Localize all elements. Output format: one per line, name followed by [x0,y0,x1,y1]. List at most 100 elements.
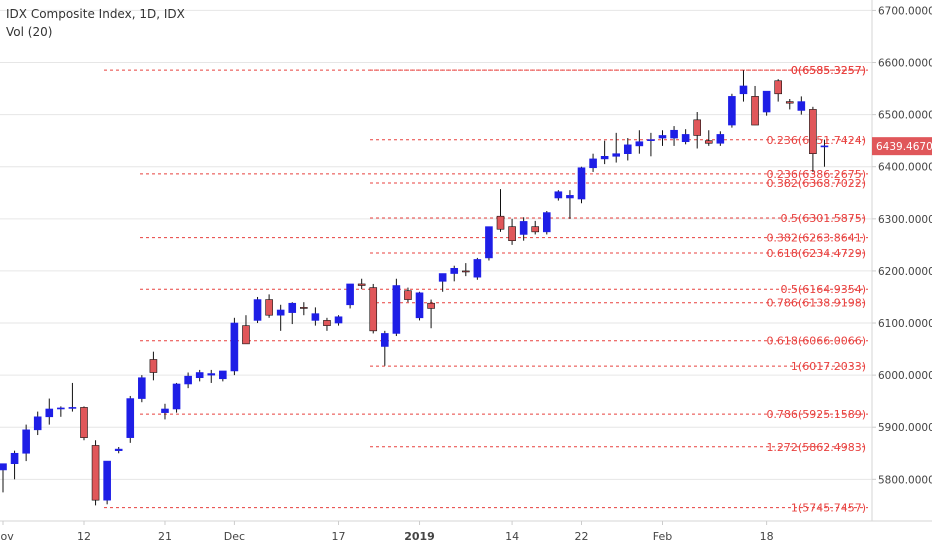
candle[interactable] [670,126,678,146]
candle[interactable] [450,265,459,282]
volume-label: Vol (20) [6,25,52,39]
y-tick-label: 6600.0000 [878,58,932,70]
candle[interactable] [600,140,609,165]
y-tick-label: 6200.0000 [878,266,932,278]
candle[interactable] [346,283,354,309]
candle[interactable] [461,263,470,277]
candle[interactable] [265,294,273,318]
candle[interactable] [172,382,181,413]
candle[interactable] [242,315,250,345]
candle[interactable] [704,130,713,146]
last-price-label: 6439.4670 [876,141,932,153]
candle-body [392,285,401,334]
candle[interactable] [438,273,447,292]
candle[interactable] [68,382,77,412]
candle[interactable] [542,211,551,235]
fib-label: 0.786(5925.1589) [766,408,866,421]
candle[interactable] [508,218,516,245]
candle-body [612,153,621,157]
candle[interactable] [149,351,158,381]
candle[interactable] [33,411,42,436]
candle[interactable] [184,372,192,389]
candle[interactable] [577,166,586,204]
candle[interactable] [415,291,424,321]
candle[interactable] [519,217,528,241]
candle[interactable] [10,450,19,480]
candle[interactable] [103,460,111,505]
candle[interactable] [392,278,401,337]
candle[interactable] [195,369,204,382]
candle-body [161,408,169,413]
candle[interactable] [138,375,146,403]
candle[interactable] [91,440,100,506]
candle[interactable] [531,220,540,235]
candle[interactable] [797,96,806,115]
candle-body [45,408,54,418]
candle-body [704,140,713,144]
candle[interactable] [80,406,88,441]
candle[interactable] [427,299,435,329]
candle[interactable] [276,304,285,331]
candle[interactable] [230,317,239,376]
candle[interactable] [114,447,123,454]
candle[interactable] [693,112,702,149]
candle[interactable] [647,132,655,157]
candle[interactable] [126,395,135,443]
grid-lines [0,9,872,480]
candle[interactable] [751,85,759,126]
candle[interactable] [57,406,65,417]
candle[interactable] [820,139,829,167]
candle-body [242,325,250,345]
candle[interactable] [589,153,597,172]
candle[interactable] [728,93,736,128]
candle[interactable] [219,370,227,382]
y-tick-label: 5800.0000 [878,474,932,486]
candle-body [450,268,459,274]
candle[interactable] [161,403,169,420]
candle[interactable] [369,283,378,334]
candle[interactable] [323,317,331,331]
candle[interactable] [785,98,794,110]
candle[interactable] [0,463,7,493]
candle[interactable] [566,190,574,219]
candle[interactable] [612,132,621,163]
candle[interactable] [762,90,771,116]
candle[interactable] [681,129,690,145]
candle[interactable] [22,424,30,462]
time-axis[interactable]: Nov 12 21 Dec 17 2019 14 22 Feb 18 [0,521,774,543]
candle[interactable] [357,278,366,290]
candles[interactable] [0,70,829,506]
candle-body [485,226,493,259]
candle[interactable] [658,130,667,146]
x-tick-label: 22 [575,530,589,543]
candle[interactable] [207,369,216,383]
chart-title: IDX Composite Index, 1D, IDX [6,7,185,21]
candle[interactable] [311,307,320,326]
candle[interactable] [473,257,482,280]
candle[interactable] [253,296,262,324]
candle[interactable] [334,315,343,326]
candle[interactable] [554,190,563,201]
candle[interactable] [716,131,725,146]
candle[interactable] [288,302,297,325]
candle[interactable] [635,130,644,154]
candle[interactable] [739,70,748,102]
candle-body [496,215,505,230]
candle[interactable] [809,106,817,172]
candle[interactable] [623,138,632,161]
candle[interactable] [45,398,54,425]
candle-body [0,463,7,471]
candle[interactable] [381,330,389,366]
candle-body [589,158,597,169]
candle[interactable] [774,79,782,102]
candle[interactable] [404,287,412,303]
candle[interactable] [485,226,493,261]
candle[interactable] [496,189,505,232]
candle-body [138,377,146,399]
price-axis[interactable]: 5800.0000 5900.0000 6000.0000 6100.0000 6200… [872,5,932,486]
candle[interactable] [300,302,308,316]
candle-body [554,191,563,199]
candle-body [658,135,667,139]
